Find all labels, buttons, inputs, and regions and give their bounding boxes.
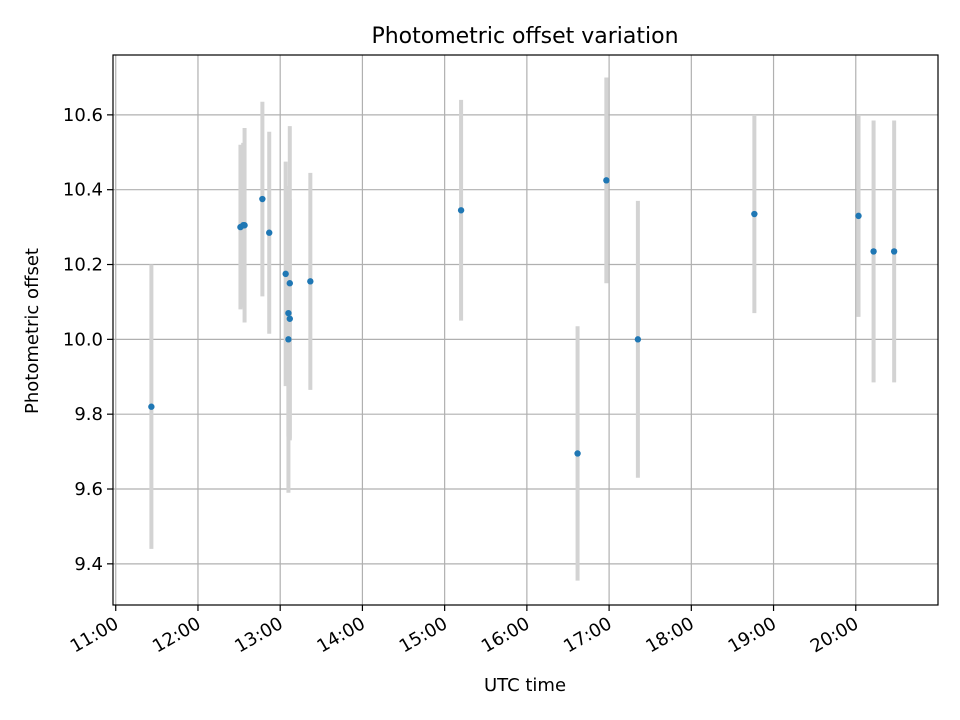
data-point [751, 210, 758, 218]
data-point [282, 270, 289, 278]
data-point [457, 207, 465, 214]
data-point [286, 280, 293, 287]
y-axis-label: Photometric offset [22, 248, 43, 414]
y-tick-label: 10.6 [63, 105, 103, 126]
x-tick-label: 18:00 [642, 613, 697, 657]
x-tick-label: 13:00 [231, 613, 286, 657]
x-tick-label: 16:00 [478, 613, 533, 657]
y-axis: 9.4 9.6 9.8 10.0 10.2 10.4 10.6 [63, 105, 113, 575]
y-tick-label: 10.2 [63, 255, 103, 276]
x-tick-label: 12:00 [149, 613, 204, 657]
data-point [259, 195, 266, 203]
data-point [307, 278, 314, 285]
data-point [634, 336, 642, 343]
errorbars [149, 77, 897, 581]
data-point [285, 309, 292, 317]
points [148, 177, 898, 457]
data-point [890, 248, 898, 255]
x-tick-label: 15:00 [396, 613, 451, 657]
x-axis: 11:00 12:00 13:00 14:00 15:00 16:00 17:00 18:00… [67, 605, 862, 657]
data-point [870, 248, 877, 255]
data-point [285, 336, 292, 343]
data-point [574, 450, 581, 457]
plot-frame [112, 54, 939, 606]
x-axis-label: UTC time [484, 675, 566, 696]
x-tick-label: 20:00 [807, 613, 862, 657]
chart-title: Photometric offset variation [371, 24, 678, 49]
y-tick-label: 9.8 [74, 404, 103, 425]
x-tick-label: 17:00 [560, 613, 615, 657]
y-tick-label: 10.4 [63, 180, 103, 201]
data-point [148, 403, 155, 410]
x-tick-label: 11:00 [67, 613, 122, 657]
x-tick-label: 19:00 [725, 613, 780, 657]
y-tick-label: 10.0 [63, 329, 103, 350]
grid [113, 55, 938, 605]
y-tick-label: 9.6 [74, 479, 103, 500]
x-tick-label: 14:00 [313, 613, 368, 657]
data-point [286, 315, 293, 322]
data-point [603, 177, 610, 184]
y-tick-label: 9.4 [74, 554, 103, 575]
data-point [855, 212, 862, 220]
data-point [266, 229, 273, 236]
data-point [241, 222, 248, 229]
